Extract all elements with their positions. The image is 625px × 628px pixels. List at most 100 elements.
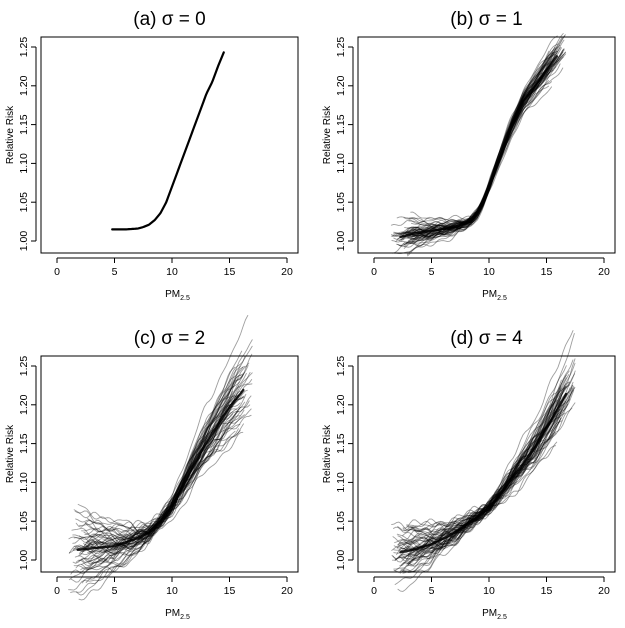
- y-tick-label-d: 1.15: [335, 433, 347, 454]
- series-line-d: [406, 441, 558, 536]
- y-tick-label-b: 1.20: [335, 75, 347, 96]
- plot-frame-a: [40, 36, 299, 254]
- y-tick-label-b: 1.00: [335, 231, 347, 252]
- series-group-d: [391, 330, 576, 592]
- panel-b: (b) σ = 1 0 5 10 15 20 PM2.5 1.00 1.05 1.10 1.15 1.…: [322, 9, 616, 302]
- series-line-d: [397, 445, 557, 538]
- y-tick-label-a: 1.25: [18, 37, 30, 58]
- series-line-d: [394, 374, 567, 572]
- series-core-b: [399, 55, 559, 239]
- series-line-c: [87, 381, 240, 563]
- series-line-c: [85, 396, 244, 543]
- series-line-b: [403, 86, 553, 225]
- y-tick-label-c: 1.25: [18, 356, 30, 377]
- series-line-c: [85, 431, 244, 540]
- series-line-d: [400, 397, 556, 566]
- series-line-c: [82, 389, 248, 553]
- series-line-c: [68, 339, 253, 591]
- y-axis-label-c: Relative Risk: [5, 424, 16, 483]
- plot-frame-c: [40, 355, 299, 573]
- series-line-d: [393, 379, 562, 573]
- series-line-b: [410, 52, 554, 239]
- series-line-d: [407, 386, 561, 567]
- y-tick-label-c: 1.10: [18, 472, 30, 493]
- series-line-d: [398, 381, 571, 552]
- series-line-c: [78, 353, 253, 555]
- series-line-a: [111, 51, 225, 231]
- panel-c: (c) σ = 2 0 5 10 15 20 PM2.5 1.00 1.05 1.10 1.15 1.…: [5, 314, 299, 621]
- series-group-c: [68, 314, 253, 601]
- y-tick-label-c: 1.05: [18, 511, 30, 532]
- x-tick-label-d: 5: [429, 585, 435, 597]
- y-axis-label-d: Relative Risk: [322, 424, 333, 483]
- series-line-d: [394, 333, 575, 585]
- plot-frame-b: [357, 36, 616, 254]
- series-line-b: [396, 85, 550, 225]
- series-line-c: [81, 365, 241, 584]
- x-tick-label-d: 10: [483, 585, 495, 597]
- series-line-b: [405, 71, 548, 233]
- x-tick-label-a: 10: [166, 266, 178, 278]
- y-tick-label-b: 1.05: [335, 192, 347, 213]
- series-line-c: [87, 408, 238, 552]
- panel-a: (a) σ = 0 0 5 10 15 20 PM2.5 1.00 1.05 1.10 1.15 1.…: [5, 9, 299, 302]
- series-line-b: [400, 56, 564, 238]
- series-line-c: [69, 396, 240, 553]
- y-tick-label-d: 1.20: [335, 394, 347, 415]
- series-line-b: [393, 57, 556, 238]
- x-axis-label-a: PM2.5: [165, 289, 190, 302]
- series-line-c: [86, 356, 246, 571]
- panel-title-c: (c) σ = 2: [134, 328, 205, 349]
- y-tick-label-a: 1.15: [18, 114, 30, 135]
- series-line-d: [396, 420, 561, 541]
- series-line-c: [80, 374, 242, 571]
- series-line-c: [77, 430, 241, 531]
- y-tick-label-d: 1.10: [335, 472, 347, 493]
- x-tick-label-a: 0: [54, 266, 60, 278]
- series-line-c: [73, 423, 241, 530]
- series-line-d: [398, 408, 560, 559]
- y-tick-label-a: 1.10: [18, 153, 30, 174]
- y-tick-label-a: 1.05: [18, 192, 30, 213]
- series-line-d: [402, 400, 556, 574]
- series-group-b: [390, 33, 567, 257]
- x-tick-label-d: 20: [598, 585, 610, 597]
- series-line-c: [72, 365, 246, 564]
- x-tick-label-b: 20: [598, 266, 610, 278]
- x-axis-label-c: PM2.5: [165, 608, 190, 621]
- series-line-c: [75, 366, 236, 596]
- series-line-b: [391, 51, 566, 237]
- panel-d: (d) σ = 4 0 5 10 15 20 PM2.5 1.00 1.05 1.10 1.15 1.…: [322, 328, 616, 621]
- x-tick-label-c: 5: [112, 585, 118, 597]
- series-line-d: [393, 417, 562, 536]
- series-line-d: [402, 402, 576, 529]
- x-tick-label-b: 10: [483, 266, 495, 278]
- series-line-d: [394, 416, 561, 544]
- series-line-c: [72, 401, 246, 545]
- series-line-b: [408, 81, 553, 227]
- series-line-d: [398, 365, 567, 574]
- series-line-c: [81, 374, 244, 564]
- y-tick-label-c: 1.00: [18, 550, 30, 571]
- x-tick-label-c: 10: [166, 585, 178, 597]
- series-line-d: [405, 387, 576, 549]
- series-line-b: [407, 46, 556, 257]
- series-line-d: [408, 377, 567, 567]
- x-tick-label-c: 20: [281, 585, 293, 597]
- series-line-c: [78, 314, 249, 601]
- x-tick-label-a: 15: [224, 266, 236, 278]
- y-tick-label-b: 1.15: [335, 114, 347, 135]
- y-tick-label-b: 1.10: [335, 153, 347, 174]
- y-tick-label-a: 1.00: [18, 231, 30, 252]
- panel-title-a: (a) σ = 0: [133, 9, 205, 30]
- x-tick-label-b: 5: [429, 266, 435, 278]
- y-axis-label-b: Relative Risk: [322, 105, 333, 164]
- panel-title-d: (d) σ = 4: [450, 328, 523, 349]
- x-tick-label-a: 20: [281, 266, 293, 278]
- series-line-c: [77, 397, 245, 553]
- y-axis-label-a: Relative Risk: [5, 105, 16, 164]
- x-tick-label-a: 5: [112, 266, 118, 278]
- x-axis-label-d: PM2.5: [482, 608, 507, 621]
- series-line-c: [70, 362, 250, 583]
